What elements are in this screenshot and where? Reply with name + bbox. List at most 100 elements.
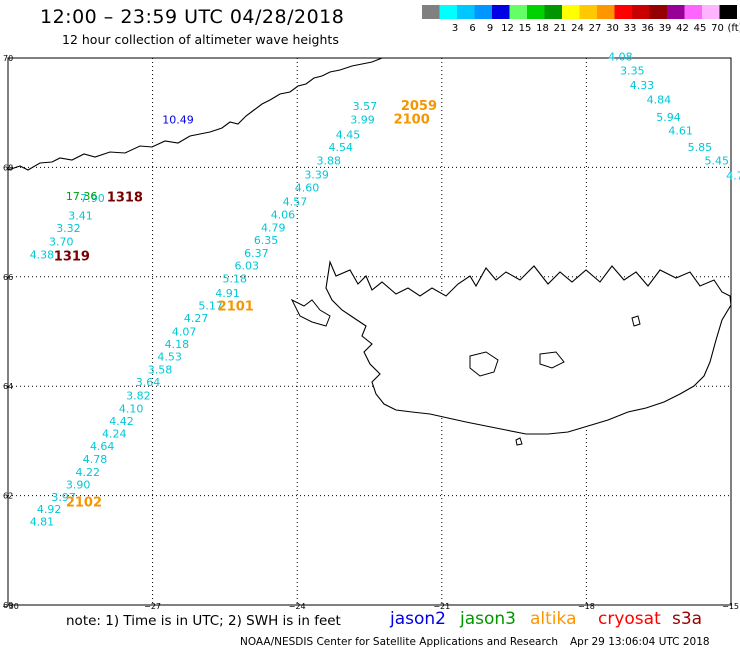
wave-height-value: 4.24: [102, 428, 127, 441]
wave-height-value: 4.60: [295, 181, 320, 194]
color-swatch: [509, 5, 527, 19]
wave-height-value: 4.78: [83, 453, 108, 466]
lon-tick-label: −30: [2, 602, 19, 611]
wave-height-value: 4.92: [37, 503, 62, 516]
wave-height-value: 10.49: [162, 114, 194, 127]
map-frame: [7, 57, 732, 606]
color-scale-label: 39: [659, 23, 672, 34]
lat-tick-label: 66: [3, 273, 13, 282]
color-scale-label: 70: [711, 23, 724, 34]
wave-height-value: 3.32: [56, 222, 80, 235]
wave-height-value: 4.18: [165, 338, 190, 351]
lat-tick-label: 60: [3, 601, 13, 610]
color-swatch: [439, 5, 457, 19]
lat-tick-label: 62: [3, 492, 13, 501]
lon-tick-label: −18: [578, 602, 595, 611]
wave-height-value: 3.99: [350, 114, 375, 127]
wave-height-value: 6.37: [244, 247, 269, 260]
pass-time-label: 2101: [218, 300, 254, 315]
wave-height-value: 4.38: [30, 249, 55, 262]
axis-tick-labels: −30 −27 −24 −21 −18 −15 60 62 64 66 68 70: [2, 54, 739, 611]
color-swatch: [684, 5, 702, 19]
map-title: 12:00 – 23:59 UTC 04/28/2018: [40, 6, 345, 28]
color-scale-label: 30: [606, 23, 619, 34]
color-swatch: [562, 5, 580, 19]
lat-tick-label: 68: [3, 163, 13, 172]
map-subtitle: 12 hour collection of altimeter wave hei…: [62, 32, 339, 47]
color-scale-label: 9: [487, 23, 493, 34]
lon-tick-label: −27: [144, 602, 161, 611]
color-swatch: [527, 5, 545, 19]
color-scale-label: 33: [624, 23, 637, 34]
pass-time-label: 1319: [54, 249, 90, 264]
color-swatch: [614, 5, 632, 19]
wave-height-value: 3.90: [66, 478, 91, 491]
footer-note: note: 1) Time is in UTC; 2) SWH is in fe…: [66, 613, 341, 629]
color-scale-label: 24: [571, 23, 584, 34]
lat-tick-label: 70: [3, 54, 13, 63]
wave-height-value: 7.90: [80, 192, 105, 205]
wave-height-value: 4.27: [184, 312, 209, 325]
lat-tick-label: 64: [3, 382, 13, 391]
wave-height-value: 3.88: [316, 155, 341, 168]
wave-height-value: 5.85: [688, 141, 713, 154]
wave-height-value: 4.33: [630, 79, 655, 92]
color-scale-label: 36: [641, 23, 654, 34]
lat-lon-grid: [8, 58, 731, 605]
color-scale-unit: (ft): [727, 23, 740, 34]
pass-time-label: 2059: [401, 99, 437, 114]
wave-height-value: 4.53: [157, 350, 182, 363]
color-swatch: [579, 5, 597, 19]
wave-height-value: 3.70: [49, 236, 74, 249]
wave-height-value: 4.07: [172, 325, 197, 338]
wave-height-value: 3.41: [68, 209, 93, 222]
color-scale-label: 15: [519, 23, 532, 34]
wave-height-value: 6.35: [254, 234, 279, 247]
coastline-greenland: [7, 57, 383, 171]
wave-height-value: 4.79: [261, 221, 286, 234]
wave-height-value: 5.94: [656, 111, 681, 124]
pass-time-label: 2100: [394, 113, 430, 128]
wave-height-value: 5.45: [704, 155, 729, 168]
color-scale-label: 3: [452, 23, 458, 34]
pass-time-label: 1318: [107, 190, 143, 205]
wave-height-value: 4.7: [726, 169, 740, 182]
wave-height-value: 4.42: [109, 415, 134, 428]
wave-height-value: 4.08: [608, 51, 633, 64]
wave-height-value: 4.57: [283, 196, 308, 209]
wave-height-value: 5.18: [222, 272, 247, 285]
color-scale-label: 6: [469, 23, 475, 34]
pass-time-label: 2102: [66, 496, 102, 511]
wave-height-value: 3.35: [620, 64, 645, 77]
wave-height-value: 17.36: [66, 190, 98, 203]
color-scale-label: 42: [676, 23, 689, 34]
color-swatch: [649, 5, 667, 19]
wave-height-value: 3.58: [148, 364, 173, 377]
color-swatch: [457, 5, 475, 19]
color-swatch: [719, 5, 737, 19]
other-satellite-values: 10.49 17.36: [66, 114, 194, 204]
wave-height-value: 4.81: [30, 516, 55, 529]
lon-tick-label: −21: [433, 602, 450, 611]
color-swatch: [702, 5, 720, 19]
wave-height-value: 3.57: [353, 100, 378, 113]
wave-height-value: 4.06: [271, 208, 296, 221]
lon-tick-label: −24: [289, 602, 306, 611]
lon-tick-label: −15: [722, 602, 739, 611]
wave-height-value: 4.84: [647, 93, 672, 106]
wave-height-value: 4.22: [75, 466, 100, 479]
color-swatch: [492, 5, 510, 19]
color-scale-label: 12: [501, 23, 514, 34]
color-swatch: [422, 5, 440, 19]
wave-height-value: 4.45: [336, 128, 361, 141]
wave-height-value: 3.39: [304, 168, 329, 181]
color-scale-label: 21: [554, 23, 567, 34]
wave-height-value: 3.97: [51, 491, 76, 504]
wave-height-value: 6.03: [235, 260, 259, 273]
generation-timestamp: Apr 29 13:06:04 UTC 2018: [570, 636, 710, 648]
color-scale-label: 45: [694, 23, 707, 34]
color-swatch: [667, 5, 685, 19]
color-scale-label: 18: [536, 23, 549, 34]
